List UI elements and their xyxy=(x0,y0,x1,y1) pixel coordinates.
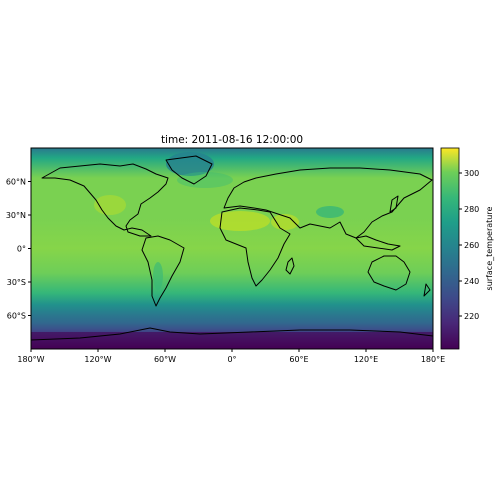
coastline-africa xyxy=(219,207,291,287)
x-tick-label: 60°E xyxy=(289,355,308,364)
x-tick-label: 120°W xyxy=(84,355,111,364)
coastline-south-america xyxy=(141,235,185,307)
coastline-antarctica xyxy=(31,327,433,341)
temperature-field xyxy=(31,148,433,349)
colorbar-tick-label: 260 xyxy=(464,241,479,250)
cool-region-andes xyxy=(153,262,163,290)
coastline-australia xyxy=(367,255,411,291)
colorbar-tick-label: 300 xyxy=(464,169,479,178)
colorbar-tick-label: 220 xyxy=(464,312,479,321)
map-panel xyxy=(31,148,433,349)
coastline-europe-asia xyxy=(223,167,433,239)
coastline-japan xyxy=(389,195,399,213)
coastline-southeast-asia xyxy=(355,235,401,251)
cool-region-tibet xyxy=(316,206,344,218)
coastlines xyxy=(31,155,433,341)
x-tick-label: 180°E xyxy=(421,355,445,364)
x-axis: 180°W 120°W 60°W 0° 60°E 120°E 180°E xyxy=(17,349,445,364)
colorbar: 300 280 260 240 220 surface_temperature xyxy=(440,147,494,350)
x-tick-label: 120°E xyxy=(354,355,378,364)
warm-region-arabia xyxy=(271,214,299,230)
x-tick-label: 60°W xyxy=(154,355,176,364)
coastline-north-america xyxy=(41,163,169,237)
y-tick-label: 0° xyxy=(17,245,26,254)
colorbar-tick-label: 280 xyxy=(464,205,479,214)
y-axis: 60°N 30°N 0° 30°S 60°S xyxy=(6,178,31,321)
colorbar-label: surface_temperature xyxy=(485,207,494,291)
colorbar-tick-label: 240 xyxy=(464,277,479,286)
y-tick-label: 30°N xyxy=(6,211,26,220)
warm-region-sahara xyxy=(210,211,270,231)
coastline-greenland xyxy=(165,155,213,185)
y-tick-label: 30°S xyxy=(7,278,26,287)
cool-region-north-atlantic xyxy=(177,172,233,188)
y-tick-label: 60°S xyxy=(7,312,26,321)
y-tick-label: 60°N xyxy=(6,178,26,187)
coastline-new-zealand xyxy=(423,283,431,297)
cold-region-antarctica xyxy=(31,332,433,349)
colorbar-scale xyxy=(440,147,460,350)
map-title: time: 2011-08-16 12:00:00 xyxy=(161,134,303,146)
x-tick-label: 180°W xyxy=(17,355,44,364)
x-tick-label: 0° xyxy=(227,355,236,364)
coastline-madagascar xyxy=(285,257,295,275)
